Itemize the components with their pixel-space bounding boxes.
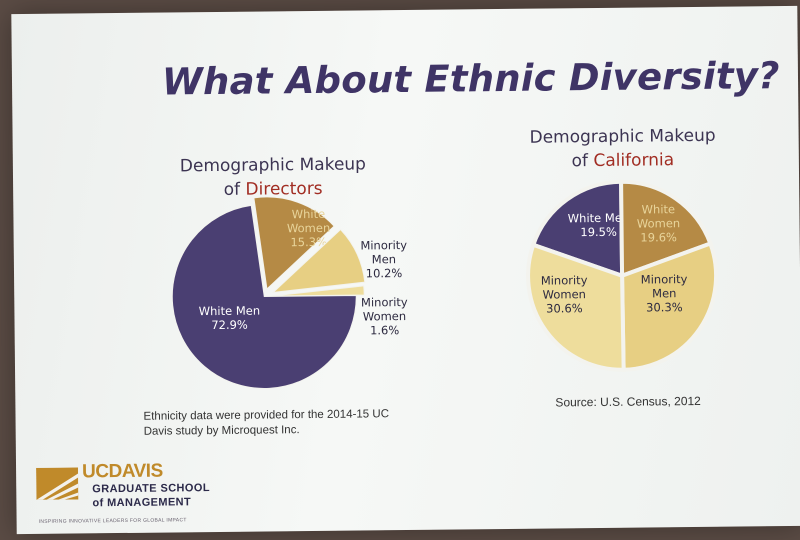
directors-slice-white-men — [171, 204, 357, 389]
slide-title: What About Ethnic Diversity? — [161, 54, 780, 104]
california-pie-chart: White Men19.5%WhiteWomen19.6% MinorityMen… — [526, 179, 719, 372]
directors-slice-white-women — [253, 196, 335, 290]
california-chart-title: Demographic Makeup of California — [512, 124, 732, 174]
california-slice-minority-women — [526, 242, 626, 372]
ucdavis-gsm-logo: UCDAVIS GRADUATE SCHOOL of MANAGEMENT IN… — [36, 459, 287, 532]
directors-label-white-women: WhiteWomen15.3% — [287, 207, 331, 249]
directors-label-minority-women: MinorityWomen1.6% — [361, 295, 408, 337]
source-note: Source: U.S. Census, 2012 — [555, 393, 701, 410]
directors-title-line1: Demographic Makeup — [179, 154, 367, 177]
directors-label-minority-men: MinorityMen10.2% — [360, 238, 407, 280]
directors-slice-minority-men — [271, 228, 366, 293]
california-slice-white-women — [619, 179, 713, 279]
california-label-white-men: White Men19.5% — [568, 211, 630, 240]
california-slice-minority-men — [620, 240, 719, 372]
directors-label-white-men: White Men72.9% — [199, 304, 261, 333]
ethnicity-data-footnote: Ethnicity data were provided for the 201… — [143, 408, 390, 438]
california-title-prefix: of — [571, 151, 594, 172]
logo-line1: GRADUATE SCHOOL — [92, 482, 210, 496]
logo-name: UCDAVIS — [81, 460, 163, 483]
projection-screen: What About Ethnic Diversity? Demographic… — [11, 5, 800, 535]
california-label-minority-women: MinorityWomen30.6% — [541, 273, 588, 315]
california-label-minority-men: MinorityMen30.3% — [641, 272, 688, 314]
california-title-highlight: California — [593, 150, 675, 172]
california-title-line2: of California — [513, 148, 733, 174]
directors-slice-minority-women — [272, 285, 365, 297]
california-title-line1: Demographic Makeup — [529, 125, 716, 148]
logo-line2: of MANAGEMENT — [92, 496, 192, 510]
california-label-white-women: WhiteWomen19.6% — [637, 202, 681, 244]
logo-tagline: INSPIRING INNOVATIVE LEADERS FOR GLOBAL … — [38, 517, 187, 525]
ucdavis-sunburst-icon — [36, 467, 79, 500]
directors-pie-chart: White Men72.9% WhiteWomen15.3% MinorityMen… — [171, 196, 408, 389]
